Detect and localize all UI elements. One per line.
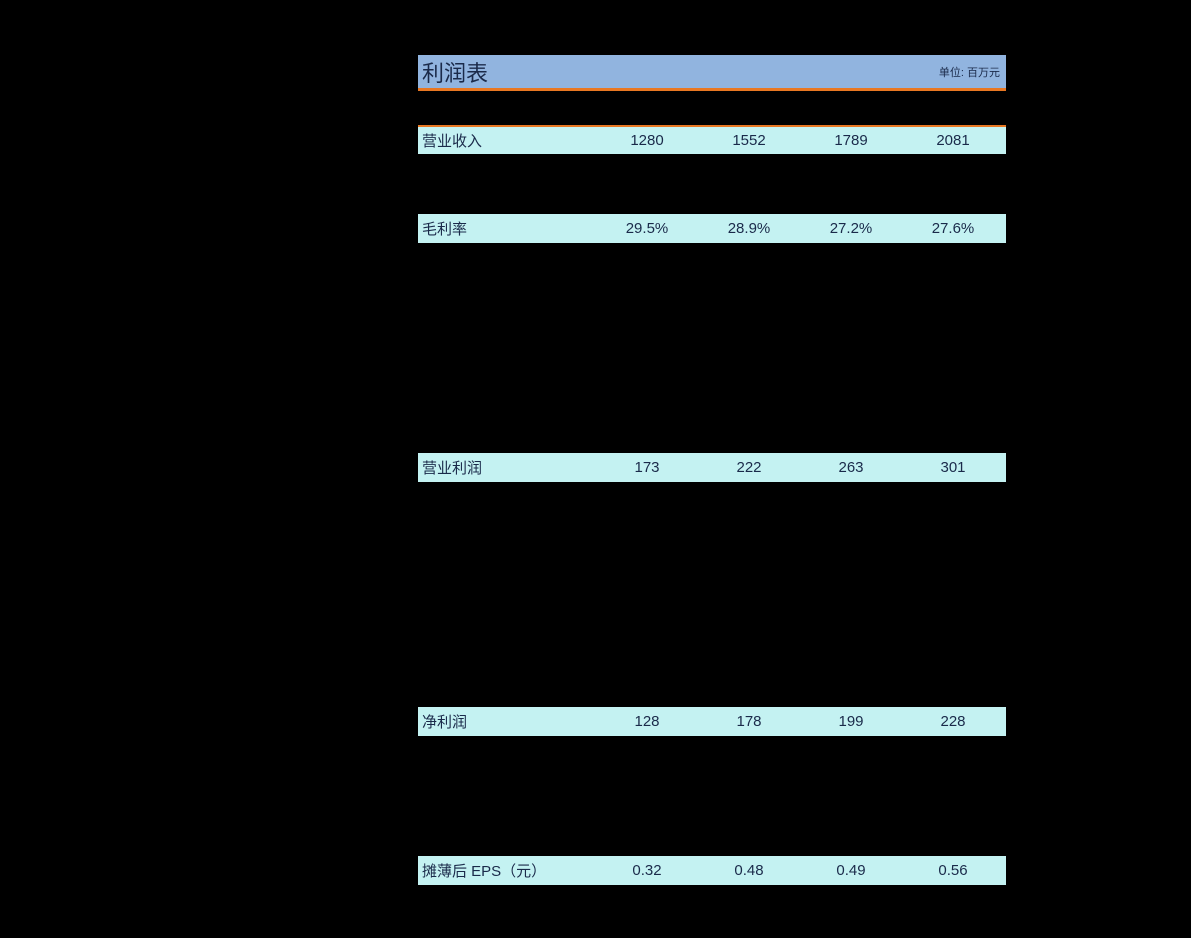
row-value: 0.56 (902, 862, 1004, 879)
row-value: 228 (902, 713, 1004, 730)
spacer (418, 91, 1006, 125)
row-value: 1280 (596, 132, 698, 149)
row-value: 128 (596, 713, 698, 730)
row-value: 178 (698, 713, 800, 730)
spacer (418, 154, 1006, 214)
row-value: 199 (800, 713, 902, 730)
row-value: 27.6% (902, 220, 1004, 237)
row-value: 29.5% (596, 220, 698, 237)
table-row: 摊薄后 EPS（元） 0.32 0.48 0.49 0.56 (418, 856, 1006, 885)
row-label: 毛利率 (418, 218, 596, 239)
table-title: 利润表 (422, 56, 488, 88)
row-label: 净利润 (418, 711, 596, 732)
spacer (418, 243, 1006, 453)
row-value: 0.49 (800, 862, 902, 879)
row-value: 301 (902, 459, 1004, 476)
row-value: 1552 (698, 132, 800, 149)
spacer (418, 482, 1006, 707)
table-row: 营业利润 173 222 263 301 (418, 453, 1006, 482)
table-row: 毛利率 29.5% 28.9% 27.2% 27.6% (418, 214, 1006, 243)
row-value: 173 (596, 459, 698, 476)
row-label: 摊薄后 EPS（元） (418, 860, 596, 881)
row-value: 0.32 (596, 862, 698, 879)
table-unit: 单位: 百万元 (939, 64, 1000, 80)
row-value: 222 (698, 459, 800, 476)
row-label: 营业收入 (418, 130, 596, 151)
row-value: 27.2% (800, 220, 902, 237)
row-value: 28.9% (698, 220, 800, 237)
row-value: 0.48 (698, 862, 800, 879)
table-row: 营业收入 1280 1552 1789 2081 (418, 125, 1006, 154)
row-value: 263 (800, 459, 902, 476)
row-value: 1789 (800, 132, 902, 149)
table-title-bar: 利润表 单位: 百万元 (418, 55, 1006, 91)
income-statement-table: 利润表 单位: 百万元 营业收入 1280 1552 1789 2081 毛利率… (418, 55, 1006, 885)
row-label: 营业利润 (418, 457, 596, 478)
table-row: 净利润 128 178 199 228 (418, 707, 1006, 736)
spacer (418, 736, 1006, 856)
row-value: 2081 (902, 132, 1004, 149)
